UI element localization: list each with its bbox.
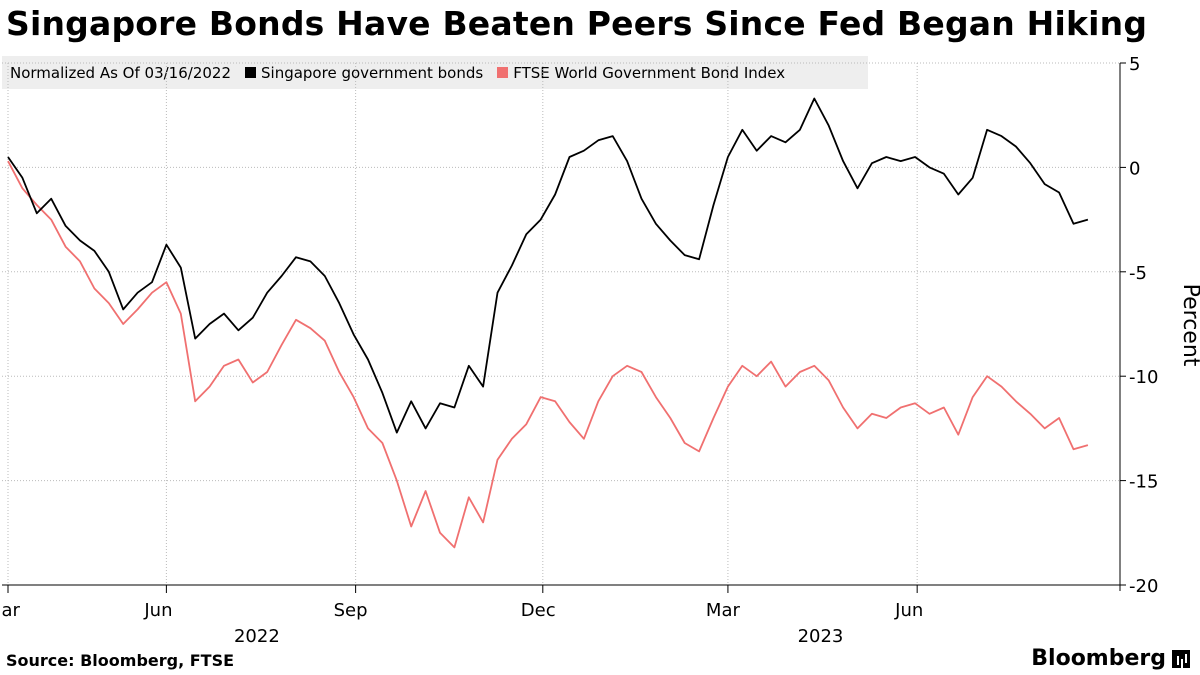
year-label: 2022 bbox=[234, 626, 280, 647]
y-tick-label: -10 bbox=[1129, 367, 1158, 388]
x-tick-label: Dec bbox=[521, 600, 556, 621]
brand-name: Bloomberg bbox=[1031, 646, 1166, 671]
y-tick-label: 5 bbox=[1129, 54, 1140, 75]
y-axis-label: Percent bbox=[1178, 284, 1200, 367]
legend: Normalized As Of 03/16/2022 Singapore go… bbox=[2, 56, 868, 89]
series-line-ftse bbox=[7, 160, 1089, 549]
y-tick-label: -20 bbox=[1129, 576, 1158, 597]
source-note: Source: Bloomberg, FTSE bbox=[6, 651, 235, 670]
y-tick-label: -15 bbox=[1129, 472, 1158, 493]
x-tick-label: Mar bbox=[0, 600, 21, 621]
y-tick-label: -5 bbox=[1129, 263, 1147, 284]
legend-item-singapore: Singapore government bonds bbox=[245, 64, 483, 82]
tick-labels: 5 0 -5 -10 -15 -20 Mar Jun Sep Dec Mar Jun 2022 2023 bbox=[0, 54, 1158, 647]
legend-swatch-ftse bbox=[497, 67, 509, 78]
legend-label-singapore: Singapore government bonds bbox=[261, 63, 484, 82]
legend-swatch-singapore bbox=[245, 67, 256, 78]
gridlines bbox=[2, 62, 1120, 586]
chart-title: Singapore Bonds Have Beaten Peers Since … bbox=[6, 4, 1148, 43]
bloomberg-logo: Bloomberg bbox=[1031, 646, 1190, 671]
x-tick-label: Jun bbox=[894, 600, 923, 621]
x-tick-label: Mar bbox=[706, 600, 741, 621]
legend-note: Normalized As Of 03/16/2022 bbox=[10, 63, 231, 82]
x-tick-label: Sep bbox=[334, 600, 368, 621]
legend-label-ftse: FTSE World Government Bond Index bbox=[513, 63, 786, 82]
year-label: 2023 bbox=[798, 626, 844, 647]
bloomberg-terminal-icon bbox=[1172, 649, 1190, 668]
y-tick-label: 0 bbox=[1129, 158, 1140, 179]
x-tick-label: Jun bbox=[143, 600, 172, 621]
series-lines bbox=[7, 97, 1089, 549]
series-line-singapore bbox=[7, 97, 1089, 434]
legend-item-ftse: FTSE World Government Bond Index bbox=[497, 64, 785, 82]
axes bbox=[2, 62, 1126, 593]
